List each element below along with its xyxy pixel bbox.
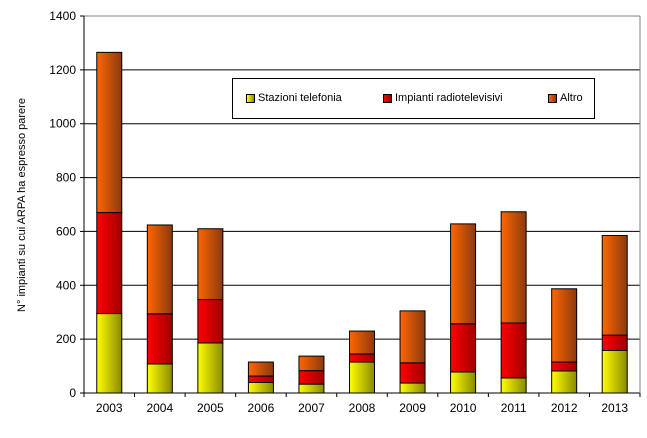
bar-segment [399,362,426,384]
y-axis-title: N° impianti su cui ARPA ha espresso pare… [16,98,28,312]
axes: 0 200 400 600 800 1000 1200 1400 2003 2004 2005 200… [49,9,641,415]
bar-segment [298,370,325,385]
y-tick-label: 800 [56,171,76,185]
x-tick-label: 2005 [197,401,224,415]
bar-segment [450,323,477,373]
y-tick-label: 400 [56,278,76,292]
y-tick-label: 600 [56,224,76,238]
x-tick-label: 2004 [146,401,173,415]
legend-swatch-red [383,93,392,103]
legend: Stazioni telefonia Impianti radiotelevis… [232,78,595,119]
bar-segment [399,310,426,364]
bar-segment [197,299,224,344]
legend-swatch-yellow [246,93,255,103]
legend-item-impianti: Impianti radiotelevisivi [383,92,503,104]
bar-segment [551,361,578,372]
bar-segment [96,51,123,214]
bar-segment [500,211,527,324]
bar-segment [450,223,477,325]
x-tick-label: 2010 [450,401,477,415]
bar-segment [601,234,628,336]
bar-segment [349,330,375,355]
y-tick-label: 200 [56,332,76,346]
bar-segment [551,288,578,363]
legend-swatch-orange [548,93,557,103]
bar-segment [349,353,375,363]
bar-segment [601,334,628,351]
gridlines [84,15,640,340]
x-tick-label: 2003 [96,401,123,415]
legend-label: Impianti radiotelevisivi [395,92,503,104]
bar-segment [399,382,426,394]
bar-segment [146,363,173,394]
x-tick-label: 2011 [501,401,527,415]
y-tick-label: 1200 [49,63,76,77]
x-tick-label: 2009 [399,401,426,415]
bar-segment [247,361,274,377]
bar-segment [450,371,477,394]
bar-segment [601,349,628,394]
legend-item-stazioni: Stazioni telefonia [246,92,342,104]
y-tick-label: 1400 [49,9,76,23]
bar-segment [247,375,274,383]
x-tick-label: 2006 [248,401,275,415]
bar-segment [146,313,173,365]
bar-segment [349,361,375,394]
bar-segment [298,383,325,394]
y-tick-label: 1000 [49,117,76,131]
bar-segment [247,381,274,394]
bar-segment [500,322,527,379]
bar-segment [96,313,123,394]
bar-segment [197,228,224,301]
bar-segment [96,212,123,315]
bar-segment [500,377,527,394]
legend-item-altro: Altro [548,92,583,104]
bar-segment [197,342,224,394]
x-tick-label: 2008 [349,401,376,415]
bars [96,51,628,394]
x-tick-label: 2013 [601,401,628,415]
legend-label: Stazioni telefonia [258,92,342,104]
legend-label: Altro [560,92,583,104]
y-tick-label: 0 [69,386,76,400]
x-tick-label: 2007 [298,401,325,415]
bar-segment [146,224,173,315]
bar-segment [551,370,578,394]
x-tick-label: 2012 [551,401,578,415]
bar-segment [298,355,325,372]
